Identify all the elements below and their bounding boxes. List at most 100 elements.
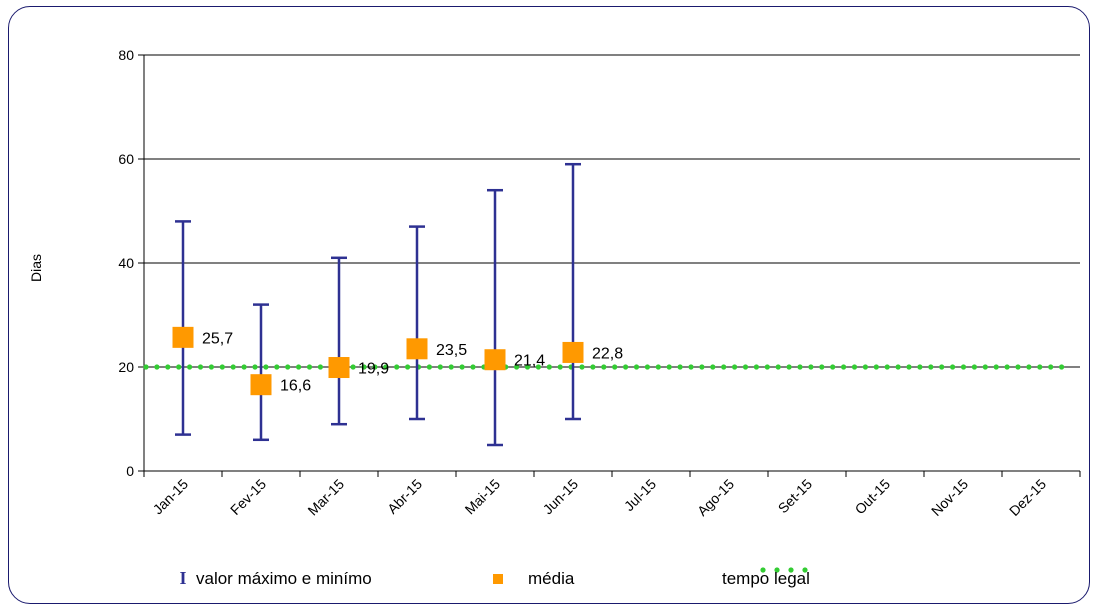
reference-dot: [841, 364, 847, 370]
reference-dot: [786, 364, 792, 370]
reference-dot: [699, 364, 705, 370]
reference-dot: [873, 364, 879, 370]
reference-dot: [808, 364, 814, 370]
legend-reference-dot: [774, 567, 780, 573]
data-label: 22,8: [592, 345, 623, 362]
reference-dot: [742, 364, 749, 370]
mean-series: [172, 326, 584, 396]
data-label: 16,6: [280, 378, 311, 395]
reference-dot: [623, 364, 629, 370]
legend-mean-label: média: [528, 569, 575, 588]
y-tick-label: 60: [118, 151, 134, 167]
reference-dot: [557, 364, 563, 370]
reference-dot: [917, 364, 923, 370]
reference-dot: [1037, 364, 1043, 370]
range-bar: [253, 303, 269, 442]
reference-dot: [448, 364, 454, 370]
reference-dot: [655, 364, 661, 370]
data-label: 25,7: [202, 330, 233, 347]
reference-dot: [208, 364, 214, 370]
reference-dot: [862, 364, 869, 370]
x-tick-label: Set-15: [775, 476, 816, 517]
reference-dot: [459, 364, 465, 370]
data-labels: 25,7 16,6 19,9 23,5 21,4 22,8: [202, 330, 623, 394]
reference-dot: [176, 364, 182, 370]
reference-dot: [274, 364, 280, 370]
y-tick-label: 40: [118, 255, 134, 271]
reference-dot: [590, 364, 596, 370]
reference-dot: [361, 364, 367, 370]
reference-dot: [666, 364, 672, 370]
x-tick-label: Jan-15: [150, 476, 192, 518]
reference-dot: [721, 364, 727, 370]
x-tick-label: Out-15: [852, 476, 894, 518]
reference-dot: [426, 364, 432, 370]
x-tick-label: Jun-15: [540, 476, 582, 518]
reference-dot: [797, 364, 803, 370]
range-bar: [331, 256, 347, 426]
reference-dot: [546, 364, 552, 370]
mean-marker: [328, 357, 350, 379]
mean-marker: [562, 341, 584, 363]
reference-dot: [197, 364, 204, 370]
range-bar: [409, 225, 425, 421]
reference-dot: [819, 364, 825, 370]
reference-dot: [165, 364, 171, 370]
reference-dot: [394, 364, 400, 370]
reference-dot: [187, 364, 193, 370]
reference-dot: [437, 364, 443, 370]
x-tick-label: Abr-15: [384, 476, 425, 517]
reference-dot: [219, 364, 225, 370]
legend-reference-dot: [802, 567, 808, 573]
reference-dot: [928, 364, 934, 370]
reference-dot: [633, 364, 640, 370]
mean-marker: [172, 326, 194, 348]
x-tick-label: Nov-15: [928, 476, 971, 519]
reference-dot: [1059, 364, 1065, 370]
reference-dot: [960, 364, 967, 370]
mean-marker: [406, 338, 428, 360]
reference-dot: [306, 364, 313, 370]
reference-dot: [677, 364, 683, 370]
reference-dot: [230, 364, 236, 370]
range-bar: [487, 188, 503, 447]
reference-dot: [154, 364, 160, 370]
reference-dot: [1015, 364, 1021, 370]
reference-dot: [296, 364, 302, 370]
y-tick-label: 20: [118, 359, 134, 375]
reference-dot: [1026, 364, 1032, 370]
reference-dot: [1048, 364, 1054, 370]
reference-dot: [775, 364, 781, 370]
x-tick-label: Mar-15: [304, 476, 347, 519]
x-tick-label: Ago-15: [694, 476, 737, 519]
reference-dot: [252, 364, 258, 370]
reference-dot: [884, 364, 890, 370]
range-series: [175, 162, 581, 447]
x-tick-label: Mai-15: [462, 476, 504, 518]
legend-range-label: valor máximo e minímo: [196, 569, 372, 588]
x-tick-label: Jul-15: [621, 476, 659, 514]
reference-dot: [372, 364, 378, 370]
reference-dot: [524, 364, 531, 370]
reference-dot: [514, 364, 520, 370]
reference-dot: [350, 364, 356, 370]
y-tick-label: 0: [126, 463, 134, 479]
reference-dot: [143, 364, 149, 370]
reference-dot: [383, 364, 389, 370]
reference-dot: [644, 364, 651, 370]
axes: 0 20 40 60 80 Jan-15 Fev-15 Mar-15 Abr-15 Mai-15 J…: [118, 47, 1081, 519]
legend-mean-symbol: [493, 574, 503, 584]
data-label: 19,9: [358, 361, 389, 378]
data-label: 23,5: [436, 342, 467, 359]
reference-dot: [1004, 364, 1010, 370]
reference-dot: [710, 364, 716, 370]
x-tick-label: Fev-15: [227, 476, 269, 518]
reference-dot: [950, 364, 956, 370]
reference-dot: [285, 364, 291, 370]
legend-reference-dot: [788, 567, 794, 573]
reference-dot: [851, 364, 858, 370]
x-tick-label: Dez-15: [1006, 476, 1049, 519]
reference-dot: [317, 364, 323, 370]
reference-dot: [579, 364, 585, 370]
